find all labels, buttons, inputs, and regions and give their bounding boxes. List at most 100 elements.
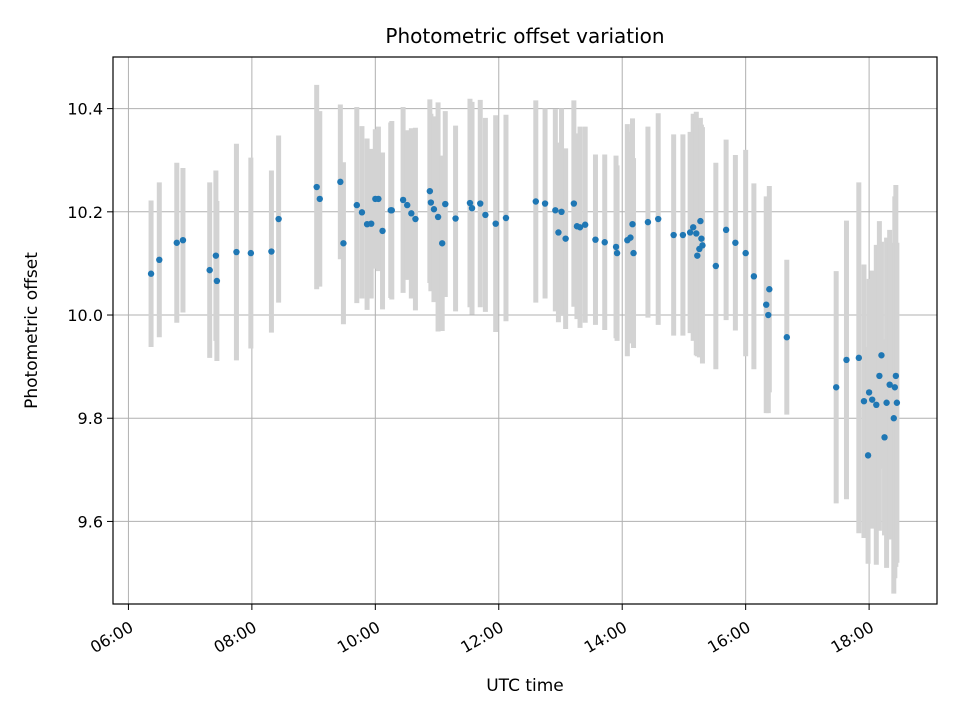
data-point	[492, 220, 499, 227]
data-point	[886, 381, 893, 388]
x-tick-label: 10:00	[334, 617, 383, 657]
data-point	[313, 183, 320, 191]
data-point	[434, 213, 442, 221]
data-point	[693, 230, 700, 237]
data-point	[388, 207, 395, 214]
data-point	[750, 273, 758, 280]
y-tick-label: 9.6	[78, 512, 103, 531]
data-point	[629, 220, 636, 228]
data-point	[698, 235, 705, 242]
data-point	[742, 249, 749, 257]
data-point	[375, 195, 382, 203]
data-point	[213, 277, 221, 285]
data-point	[438, 240, 446, 247]
data-point	[532, 198, 540, 205]
data-point	[627, 234, 634, 241]
data-points	[147, 178, 901, 459]
data-point	[601, 239, 608, 246]
data-point	[694, 252, 701, 259]
data-point	[883, 399, 890, 406]
data-point	[697, 217, 704, 225]
y-axis-label: Photometric offset	[22, 252, 42, 409]
data-point	[881, 434, 888, 441]
data-point	[689, 224, 697, 231]
data-point	[865, 389, 873, 396]
data-point	[408, 210, 415, 217]
x-tick-label: 08:00	[210, 617, 259, 657]
data-point	[502, 214, 510, 222]
data-point	[275, 215, 282, 223]
data-point	[558, 208, 565, 216]
data-point	[581, 221, 589, 228]
y-tick-label: 9.8	[78, 409, 103, 428]
data-point	[316, 195, 323, 203]
y-tick-label: 10.4	[67, 100, 103, 119]
data-point	[613, 249, 621, 257]
data-point	[630, 249, 637, 257]
data-point	[576, 224, 584, 231]
data-point	[399, 196, 407, 204]
chart-title: Photometric offset variation	[385, 24, 664, 48]
data-point	[783, 334, 791, 341]
data-point	[442, 200, 449, 208]
data-point	[712, 262, 720, 270]
data-point	[206, 266, 213, 274]
data-point	[212, 252, 220, 259]
data-point	[686, 229, 694, 236]
x-tick-label: 14:00	[581, 617, 630, 657]
y-tick-label: 10.0	[67, 306, 103, 325]
data-point	[173, 239, 180, 246]
data-point	[562, 235, 569, 242]
data-point	[156, 256, 163, 264]
data-point	[891, 384, 899, 391]
data-point	[353, 201, 361, 209]
data-point	[732, 239, 739, 246]
data-point	[482, 211, 489, 219]
data-point	[570, 200, 578, 207]
data-point	[552, 207, 559, 214]
data-point	[426, 187, 434, 195]
data-point	[247, 249, 255, 257]
data-point	[427, 199, 435, 206]
data-point	[832, 384, 840, 391]
data-point	[412, 215, 419, 223]
data-point	[763, 301, 770, 308]
data-point	[541, 200, 549, 207]
data-point	[179, 236, 187, 244]
data-point	[452, 215, 459, 222]
x-tick-label: 16:00	[704, 617, 753, 657]
data-point	[855, 354, 863, 362]
data-point	[868, 396, 876, 403]
data-point	[722, 226, 730, 234]
data-point	[766, 286, 773, 293]
data-point	[233, 248, 240, 256]
data-point	[268, 248, 275, 255]
data-point	[876, 372, 883, 380]
data-point	[864, 452, 872, 459]
data-point	[468, 204, 476, 212]
data-point	[873, 401, 880, 409]
data-point	[340, 240, 347, 247]
data-point	[430, 206, 438, 213]
data-point	[358, 209, 366, 216]
data-point	[612, 243, 620, 251]
x-tick-label: 12:00	[457, 617, 506, 657]
data-point	[679, 231, 687, 239]
data-point	[893, 399, 901, 406]
data-point	[699, 242, 706, 249]
data-point	[644, 218, 652, 226]
data-point	[892, 372, 900, 380]
data-point	[147, 270, 155, 277]
data-point	[592, 236, 599, 243]
data-point	[368, 220, 375, 227]
data-point	[860, 397, 868, 405]
x-axis-label: UTC time	[486, 676, 564, 696]
data-point	[843, 356, 850, 364]
x-tick-label: 06:00	[87, 617, 136, 657]
data-point	[878, 352, 885, 359]
data-point	[466, 199, 474, 207]
data-point	[404, 201, 411, 209]
y-tick-label: 10.2	[67, 203, 103, 222]
